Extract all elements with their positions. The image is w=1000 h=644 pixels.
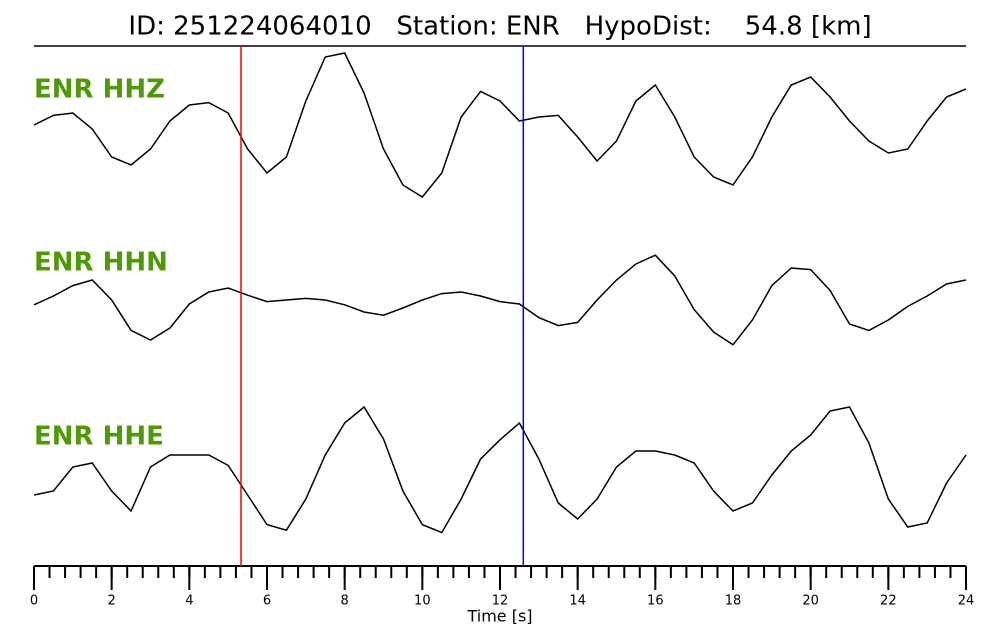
x-tick-label: 22 (880, 594, 897, 609)
trace-label: ENR HHZ (34, 75, 165, 105)
x-tick-label: 16 (647, 594, 664, 609)
waveform (33, 52, 967, 198)
x-tick-label: 2 (108, 594, 116, 609)
x-tick-label: 10 (414, 594, 431, 609)
x-tick-label: 18 (725, 594, 742, 609)
x-tick-label: 24 (958, 594, 975, 609)
x-tick-label: 8 (341, 594, 349, 609)
x-tick-label: 6 (263, 594, 271, 609)
x-tick-label: 12 (492, 594, 509, 609)
chart-title: ID: 251224064010 Station: ENR HypoDist: … (128, 12, 871, 42)
x-tick-label: 4 (185, 594, 193, 609)
waveform (33, 405, 967, 534)
x-axis-label: Time [s] (466, 607, 532, 626)
trace-label: ENR HHN (34, 248, 168, 278)
x-tick-label: 0 (30, 594, 38, 609)
x-tick-label: 20 (802, 594, 819, 609)
x-tick-label: 14 (569, 594, 586, 609)
waveform (33, 254, 967, 346)
trace-label: ENR HHE (34, 422, 164, 452)
